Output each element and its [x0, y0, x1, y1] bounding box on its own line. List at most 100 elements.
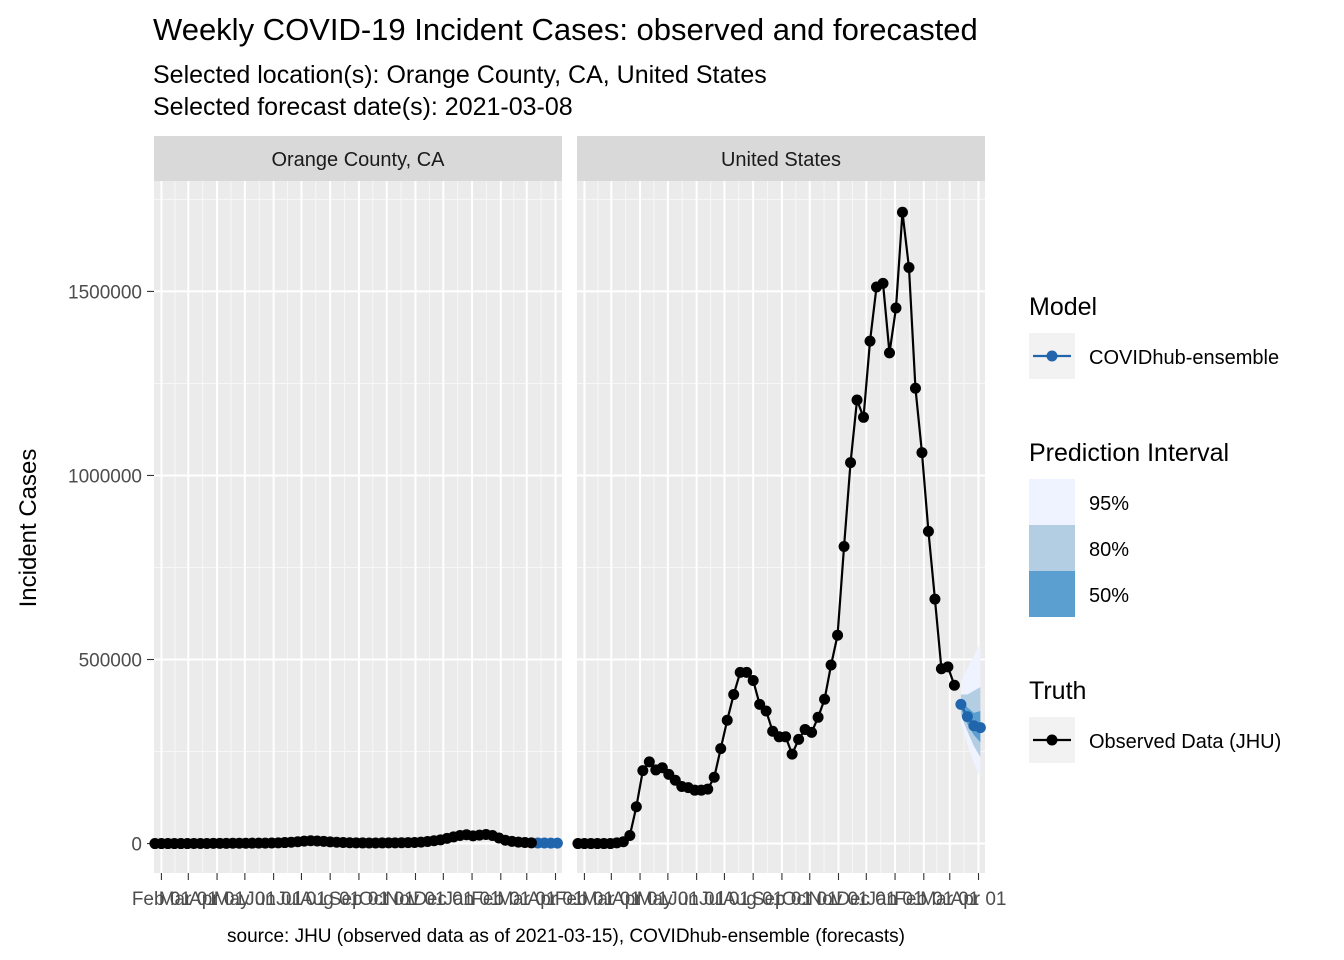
- facet-strip-label: United States: [721, 149, 841, 171]
- x-tick-label: Apr 01: [951, 889, 1007, 910]
- x-tick-label: Nov 01: [808, 889, 868, 910]
- x-tick-label: Aug 01: [300, 889, 360, 910]
- legend-pi-95-label: 95%: [1089, 493, 1129, 515]
- x-tick-label: Oct 01: [359, 889, 415, 910]
- observed-point: [806, 726, 818, 738]
- x-tick-label: Apr 01: [612, 889, 668, 910]
- legend-model-title: Model: [1029, 293, 1097, 321]
- y-tick-label: 500000: [79, 651, 142, 672]
- observed-point: [858, 411, 870, 423]
- y-tick-label: 1500000: [68, 282, 142, 303]
- legend-truth-key-point: [1046, 734, 1058, 746]
- x-tick-label: Apr 01: [189, 889, 245, 910]
- legend-pi-title: Prediction Interval: [1029, 439, 1229, 467]
- observed-point: [851, 394, 863, 406]
- x-tick-label: Feb 01: [471, 889, 530, 910]
- observed-point: [909, 382, 921, 394]
- forecast-point: [974, 722, 986, 734]
- x-tick-label: May 01: [214, 889, 276, 910]
- legend-model-item-label: COVIDhub-ensemble: [1089, 347, 1279, 369]
- observed-point: [637, 765, 649, 777]
- legend-pi-80-swatch: [1029, 525, 1075, 571]
- observed-point: [643, 756, 655, 768]
- x-tick-label: Feb 01: [132, 889, 191, 910]
- observed-point: [780, 731, 792, 743]
- observed-point: [838, 541, 850, 553]
- observed-point: [728, 688, 740, 700]
- x-tick-label: Jun 01: [668, 889, 725, 910]
- legend-model-key-point: [1046, 350, 1058, 362]
- y-axis: 0 500000 1000000 1500000: [68, 282, 154, 856]
- x-tick-label: Jan 01: [867, 889, 924, 910]
- x-tick-label: Jul 01: [699, 889, 750, 910]
- x-tick-label: Sep 01: [752, 889, 812, 910]
- y-tick-label: 0: [131, 835, 142, 856]
- legend-pi-80-label: 80%: [1089, 539, 1129, 561]
- chart-subtitle-line-1: Selected location(s): Orange County, CA,…: [153, 61, 767, 89]
- observed-point: [715, 743, 727, 755]
- facet-strip: [154, 136, 562, 181]
- x-tick-label: Oct 01: [782, 889, 838, 910]
- x-tick-label: Jun 01: [245, 889, 302, 910]
- chart-caption: source: JHU (observed data as of 2021-03…: [227, 926, 905, 947]
- observed-point: [942, 661, 954, 673]
- x-tick-label: Sep 01: [329, 889, 389, 910]
- observed-point: [832, 629, 844, 641]
- observed-point: [883, 347, 895, 359]
- observed-point: [922, 525, 934, 537]
- x-tick-label: Jul 01: [276, 889, 327, 910]
- observed-point: [819, 693, 831, 705]
- facet-strip: [577, 136, 985, 181]
- x-tick-label: Dec 01: [836, 889, 896, 910]
- observed-point: [708, 771, 720, 783]
- x-tick-label: May 01: [637, 889, 699, 910]
- observed-point: [630, 801, 642, 813]
- legend-pi-95-swatch: [1029, 479, 1075, 525]
- observed-point: [702, 783, 714, 795]
- forecast-point: [961, 711, 973, 723]
- observed-point: [877, 277, 889, 289]
- legend-pi-50-label: 50%: [1089, 585, 1129, 607]
- x-tick-label: Nov 01: [385, 889, 445, 910]
- x-tick-label: Apr 01: [528, 889, 584, 910]
- legend: Model COVIDhub-ensemble Prediction Inter…: [1029, 293, 1281, 763]
- chart-title: Weekly COVID-19 Incident Cases: observed…: [153, 12, 978, 47]
- forecast-point: [551, 837, 563, 849]
- observed-point: [948, 679, 960, 691]
- y-axis-label: Incident Cases: [15, 449, 42, 608]
- x-tick-label: Mar 01: [159, 889, 218, 910]
- facet-strip-label: Orange County, CA: [271, 149, 445, 171]
- x-tick-label: Feb 01: [894, 889, 953, 910]
- observed-point: [624, 829, 636, 841]
- x-tick-label: Jan 01: [444, 889, 501, 910]
- observed-point: [890, 302, 902, 314]
- observed-point: [760, 705, 772, 717]
- observed-point: [825, 659, 837, 671]
- x-tick-label: Dec 01: [413, 889, 473, 910]
- observed-point: [747, 674, 759, 686]
- observed-point: [793, 733, 805, 745]
- observed-point: [903, 262, 915, 273]
- legend-truth-item-label: Observed Data (JHU): [1089, 731, 1281, 753]
- x-tick-label: Aug 01: [723, 889, 783, 910]
- legend-truth-title: Truth: [1029, 677, 1086, 705]
- observed-point: [741, 666, 753, 678]
- observed-point: [916, 447, 928, 459]
- observed-point: [864, 335, 876, 347]
- x-tick-label: Feb 01: [555, 889, 614, 910]
- forecast-point: [955, 698, 967, 710]
- x-tick-label: Mar 01: [497, 889, 556, 910]
- legend-pi-50-swatch: [1029, 571, 1075, 617]
- observed-point: [812, 711, 824, 723]
- observed-point: [786, 748, 798, 760]
- y-tick-label: 1000000: [68, 466, 142, 487]
- observed-point: [896, 206, 908, 218]
- observed-point: [845, 457, 857, 469]
- chart-subtitle-line-2: Selected forecast date(s): 2021-03-08: [153, 93, 573, 121]
- observed-point: [929, 593, 941, 605]
- x-tick-label: Mar 01: [920, 889, 979, 910]
